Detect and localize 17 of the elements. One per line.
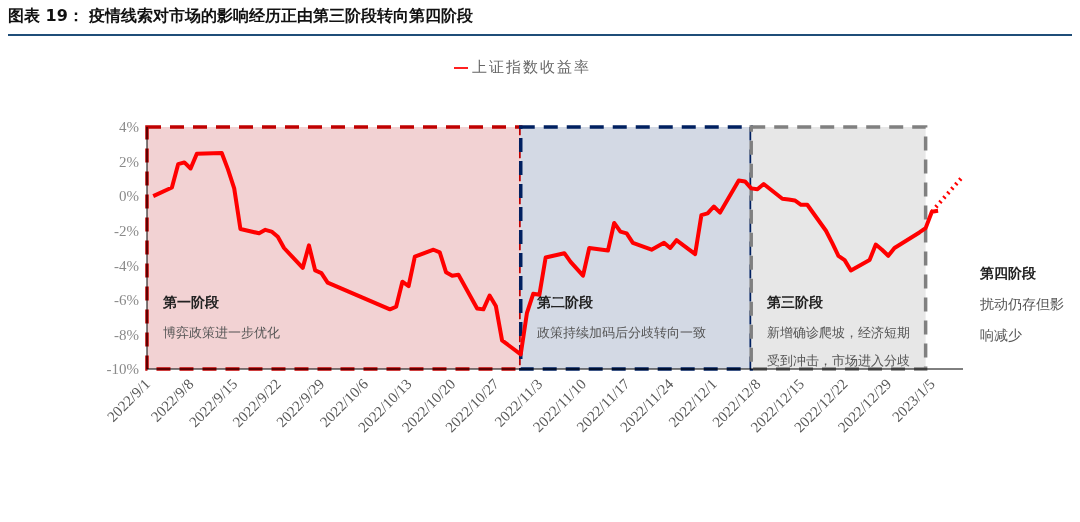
y-tick-label: 4% (119, 119, 139, 136)
y-tick-label: -4% (114, 257, 139, 274)
band-label: 第三阶段 (766, 295, 825, 310)
band-label: 第一阶段 (162, 295, 220, 310)
y-tick-label: 0% (119, 188, 139, 205)
chart-title: 图表 19： 疫情线索对市场的影响经历正由第三阶段转向第四阶段 (8, 6, 1072, 36)
y-tick-label: -6% (114, 292, 139, 309)
annotation: 博弈政策进一步优化 (163, 325, 280, 340)
band-label: 第二阶段 (535, 295, 594, 310)
phase-note: 第四阶段 扰动仍存但影响减少 (980, 265, 1065, 345)
y-tick-label: 2% (119, 153, 139, 170)
legend-label: 上证指数收益率 (472, 59, 591, 75)
y-tick-label: -10% (106, 361, 139, 378)
y-tick-label: -8% (114, 326, 139, 343)
annotation: 政策持续加码后分歧转向一致 (536, 325, 706, 340)
y-tick-label: -2% (114, 223, 139, 240)
annotation: 新增确诊爬坡，经济短期受到冲击，市场进入分歧 (767, 325, 911, 368)
